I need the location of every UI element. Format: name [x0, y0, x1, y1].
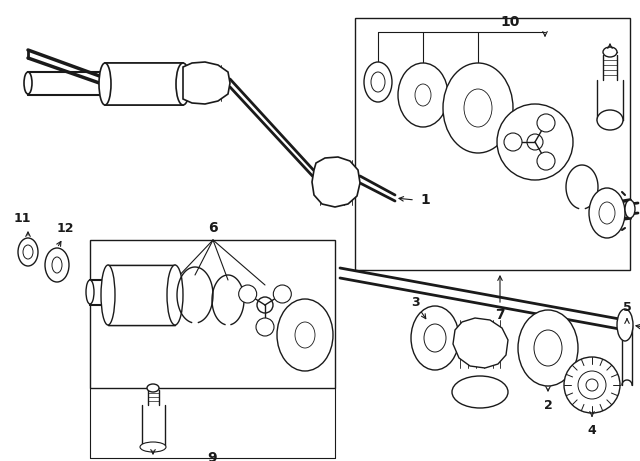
Ellipse shape [443, 63, 513, 153]
Ellipse shape [589, 188, 625, 238]
Text: 4: 4 [588, 424, 596, 437]
Ellipse shape [599, 202, 615, 224]
Ellipse shape [398, 63, 448, 127]
Bar [90, 240, 335, 388]
Ellipse shape [518, 310, 578, 386]
Ellipse shape [52, 257, 62, 273]
Text: 12: 12 [56, 221, 74, 235]
Bar [108, 265, 175, 325]
Ellipse shape [371, 72, 385, 92]
Ellipse shape [537, 152, 555, 170]
Text: 2: 2 [543, 398, 552, 412]
Ellipse shape [504, 133, 522, 151]
Ellipse shape [99, 63, 111, 105]
Ellipse shape [101, 265, 115, 325]
Ellipse shape [411, 306, 459, 370]
Ellipse shape [176, 63, 190, 105]
Ellipse shape [564, 357, 620, 413]
Ellipse shape [273, 285, 291, 303]
Text: 5: 5 [623, 301, 632, 313]
Ellipse shape [147, 384, 159, 392]
Ellipse shape [295, 322, 315, 348]
Ellipse shape [597, 110, 623, 130]
Bar [105, 63, 183, 105]
Ellipse shape [18, 238, 38, 266]
Text: 1: 1 [420, 193, 430, 207]
Ellipse shape [527, 134, 543, 150]
Ellipse shape [140, 442, 166, 452]
Ellipse shape [167, 265, 183, 325]
Text: 10: 10 [500, 15, 520, 29]
Ellipse shape [497, 104, 573, 180]
Ellipse shape [424, 324, 446, 352]
Ellipse shape [617, 309, 633, 341]
Text: 3: 3 [411, 296, 419, 308]
Polygon shape [453, 318, 508, 368]
Ellipse shape [277, 299, 333, 371]
Ellipse shape [24, 72, 32, 94]
Ellipse shape [625, 200, 635, 218]
Bar [355, 18, 630, 270]
Ellipse shape [256, 318, 274, 336]
Text: 11: 11 [13, 212, 31, 225]
Ellipse shape [586, 379, 598, 391]
Ellipse shape [45, 248, 69, 282]
Ellipse shape [415, 84, 431, 106]
Text: 7: 7 [495, 308, 505, 322]
Text: 9: 9 [207, 451, 217, 461]
Ellipse shape [239, 285, 257, 303]
Ellipse shape [537, 114, 555, 132]
Text: 6: 6 [208, 221, 218, 235]
Ellipse shape [534, 330, 562, 366]
Ellipse shape [603, 47, 617, 57]
Ellipse shape [452, 376, 508, 408]
Ellipse shape [257, 297, 273, 313]
Ellipse shape [23, 245, 33, 259]
Ellipse shape [364, 62, 392, 102]
Ellipse shape [578, 371, 606, 399]
Ellipse shape [464, 89, 492, 127]
Polygon shape [183, 62, 230, 104]
Ellipse shape [86, 280, 94, 304]
Polygon shape [312, 157, 360, 207]
